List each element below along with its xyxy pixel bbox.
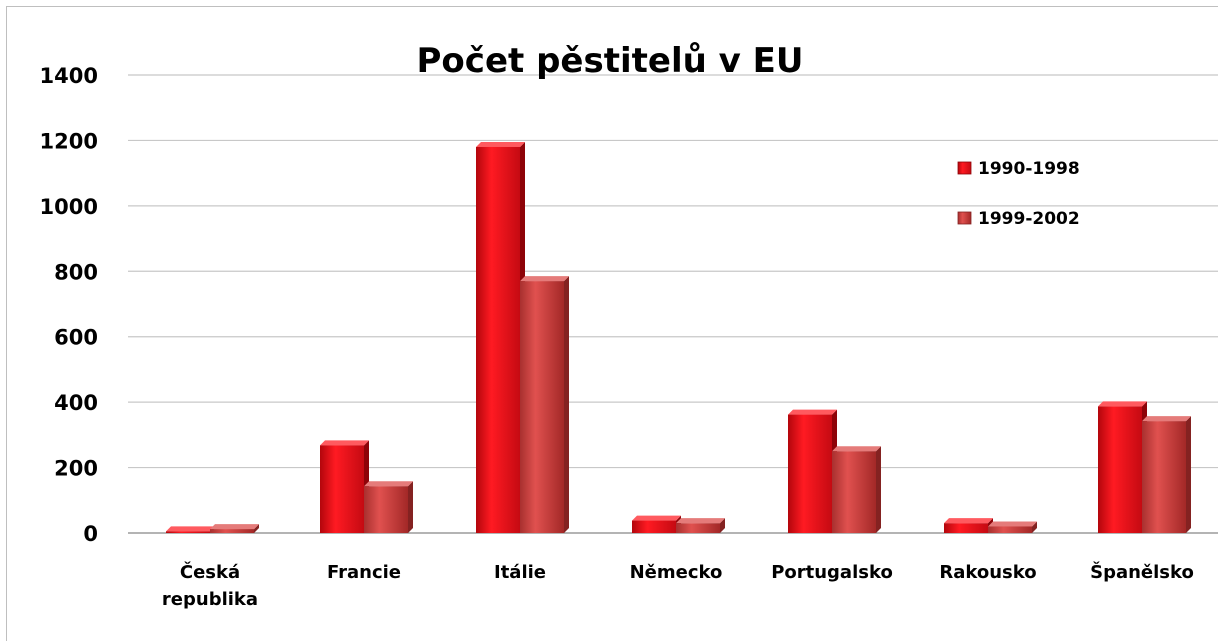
bar-1999-2002-3 — [676, 518, 725, 533]
bar-1999-2002-1 — [364, 481, 413, 533]
bar-top — [632, 515, 681, 521]
x-tick-label: Rakousko — [939, 562, 1036, 583]
y-tick-label: 400 — [54, 391, 98, 415]
y-axis-ticks: 0 200 400 600 800 1000 1200 1400 — [40, 64, 98, 546]
gridlines — [128, 74, 1218, 534]
bar-top — [988, 521, 1037, 527]
x-tick-label: republika — [162, 589, 258, 610]
bar-side — [1186, 416, 1191, 533]
bar-1990-1998-6 — [1098, 401, 1147, 533]
y-tick-label: 1200 — [40, 129, 98, 153]
y-tick-label: 600 — [54, 326, 98, 350]
chart-title: Počet pěstitelů v EU — [417, 41, 804, 81]
y-tick-label: 0 — [83, 522, 98, 546]
bar-1990-1998-1 — [320, 440, 369, 533]
bar-side — [720, 518, 725, 533]
x-tick-label: Itálie — [494, 562, 546, 583]
bar-face — [676, 523, 720, 533]
bar-face — [832, 451, 876, 533]
chart-frame — [6, 6, 1218, 641]
bar-1990-1998-3 — [632, 515, 681, 533]
bar-top — [364, 481, 413, 487]
bar-face — [520, 281, 564, 533]
legend-label: 1990-1998 — [978, 159, 1080, 179]
x-axis-ticks: Česká republika Francie Itálie Německo Portug… — [162, 561, 1194, 610]
bar-1990-1998-0 — [166, 526, 215, 533]
x-tick-label: Portugalsko — [771, 562, 893, 583]
bar-top — [166, 526, 215, 532]
y-tick-label: 800 — [54, 260, 98, 284]
bar-top — [210, 524, 259, 530]
bar-top — [944, 518, 993, 524]
bar-side — [876, 446, 881, 533]
legend-label: 1999-2002 — [978, 209, 1080, 229]
legend: 1990-1998 1999-2002 — [957, 159, 1080, 229]
bar-face — [364, 486, 408, 533]
bar-1999-2002-4 — [832, 446, 881, 533]
y-tick-label: 1400 — [40, 64, 98, 88]
bar-top — [320, 440, 369, 446]
bar-1999-2002-5 — [988, 521, 1037, 533]
x-tick-label: Česká — [180, 561, 240, 583]
bar-side — [1032, 521, 1037, 533]
bar-1999-2002-2 — [520, 276, 569, 533]
bar-face — [944, 523, 988, 533]
bars — [166, 141, 1191, 533]
bar-face — [988, 526, 1032, 533]
bar-face — [210, 529, 254, 533]
bar-1999-2002-6 — [1142, 416, 1191, 533]
x-tick-label: Francie — [327, 562, 401, 583]
bar-face — [1142, 421, 1186, 533]
bar-1990-1998-2 — [476, 141, 525, 533]
bar-side — [254, 524, 259, 533]
bar-top — [520, 276, 569, 282]
y-tick-label: 200 — [54, 457, 98, 481]
bar-top — [676, 518, 725, 524]
bar-face — [320, 445, 364, 533]
bar-1990-1998-4 — [788, 409, 837, 533]
bar-1990-1998-5 — [944, 518, 993, 533]
bar-face — [1098, 406, 1142, 533]
x-tick-label: Španělsko — [1090, 561, 1194, 583]
bar-face — [476, 146, 520, 533]
bar-1999-2002-0 — [210, 524, 259, 533]
x-tick-label: Německo — [630, 562, 723, 583]
bar-top — [1098, 401, 1147, 407]
bar-side — [408, 481, 413, 533]
bar-top — [788, 409, 837, 415]
bar-top — [832, 446, 881, 452]
legend-swatch — [957, 211, 972, 225]
bar-side — [564, 276, 569, 533]
bar-face — [632, 520, 676, 533]
bar-face — [166, 531, 210, 533]
bar-top — [476, 141, 525, 147]
bar-face — [788, 414, 832, 533]
legend-swatch — [957, 161, 972, 175]
y-tick-label: 1000 — [40, 195, 98, 219]
bar-top — [1142, 416, 1191, 422]
